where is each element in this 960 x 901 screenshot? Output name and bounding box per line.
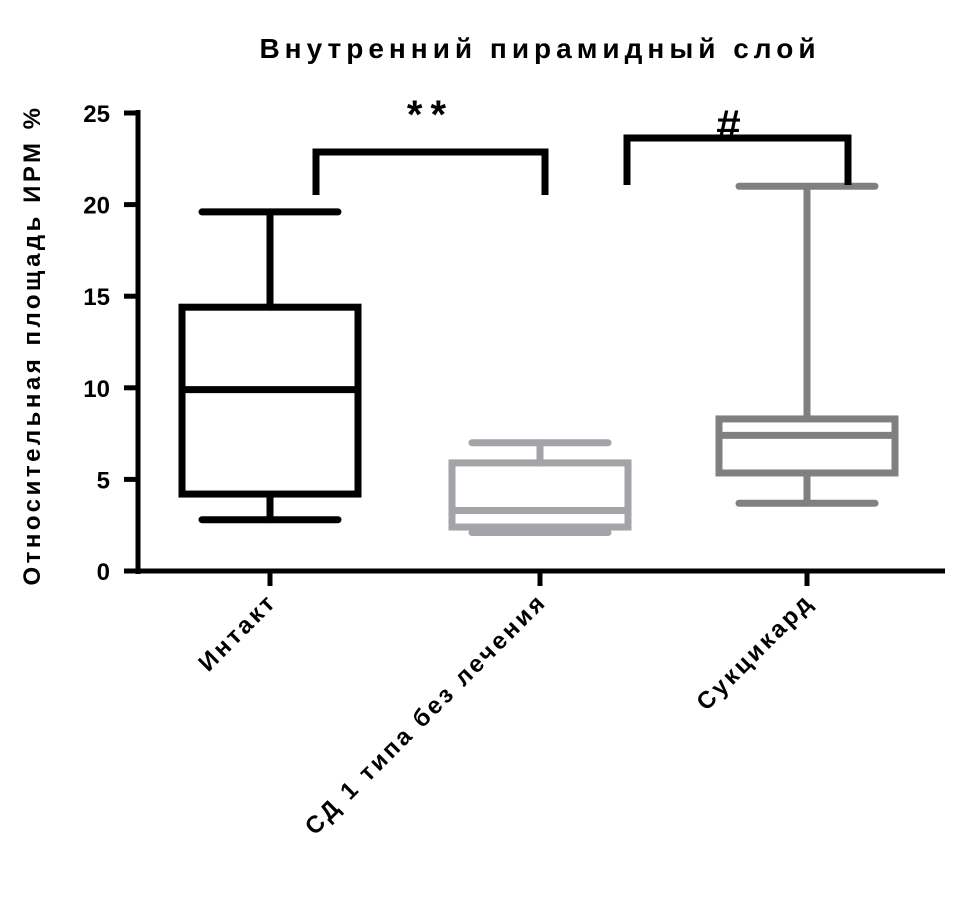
y-tick-label: 25 — [83, 101, 110, 128]
iqr-box — [715, 415, 899, 477]
significance-bracket — [312, 148, 549, 195]
significance-bracket — [623, 134, 852, 185]
significance-label: # — [716, 101, 748, 150]
chart-title: Внутренний пирамидный слой — [259, 33, 820, 64]
x-tick-label: СД 1 типа без лечения — [300, 588, 552, 840]
y-axis-label: Относительная площадь ИРМ % — [19, 104, 46, 585]
y-tick-label: 10 — [83, 376, 110, 403]
y-tick-label: 0 — [97, 559, 110, 586]
y-tick-label: 15 — [83, 284, 110, 311]
box-3 — [715, 182, 899, 507]
x-tick-label: Интакт — [193, 588, 282, 677]
iqr-box — [178, 303, 362, 498]
y-tick-label: 20 — [83, 193, 110, 220]
significance-label: ** — [407, 93, 454, 137]
y-tick-label: 5 — [97, 467, 110, 494]
x-tick-label: Сукцикард — [691, 588, 819, 716]
iqr-box — [448, 459, 632, 531]
box-1 — [178, 208, 362, 524]
box-2 — [448, 439, 632, 537]
